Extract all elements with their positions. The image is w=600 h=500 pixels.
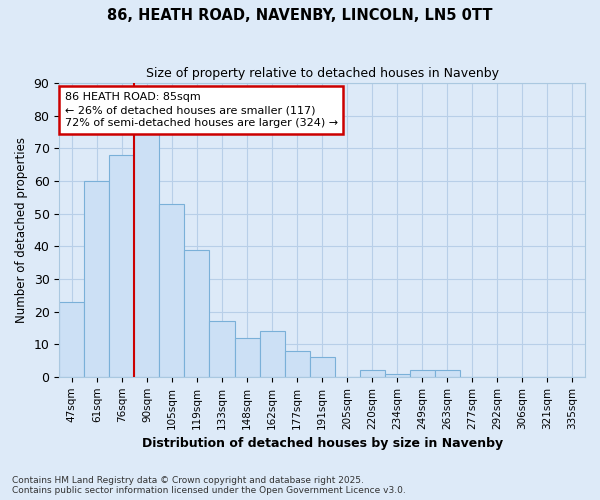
Text: 86 HEATH ROAD: 85sqm
← 26% of detached houses are smaller (117)
72% of semi-deta: 86 HEATH ROAD: 85sqm ← 26% of detached h… <box>65 92 338 128</box>
Bar <box>284 350 310 377</box>
Bar <box>435 370 460 377</box>
Bar <box>59 302 85 377</box>
Bar <box>85 181 109 377</box>
Bar <box>410 370 435 377</box>
Y-axis label: Number of detached properties: Number of detached properties <box>15 137 28 323</box>
Bar <box>160 204 184 377</box>
Bar <box>260 331 284 377</box>
Bar <box>310 357 335 377</box>
Text: Contains HM Land Registry data © Crown copyright and database right 2025.
Contai: Contains HM Land Registry data © Crown c… <box>12 476 406 495</box>
Bar <box>134 132 160 377</box>
Bar <box>184 250 209 377</box>
Text: 86, HEATH ROAD, NAVENBY, LINCOLN, LN5 0TT: 86, HEATH ROAD, NAVENBY, LINCOLN, LN5 0T… <box>107 8 493 22</box>
Bar <box>385 374 410 377</box>
Bar <box>359 370 385 377</box>
Bar <box>209 322 235 377</box>
Bar <box>235 338 260 377</box>
Bar <box>109 155 134 377</box>
Title: Size of property relative to detached houses in Navenby: Size of property relative to detached ho… <box>146 68 499 80</box>
X-axis label: Distribution of detached houses by size in Navenby: Distribution of detached houses by size … <box>142 437 503 450</box>
